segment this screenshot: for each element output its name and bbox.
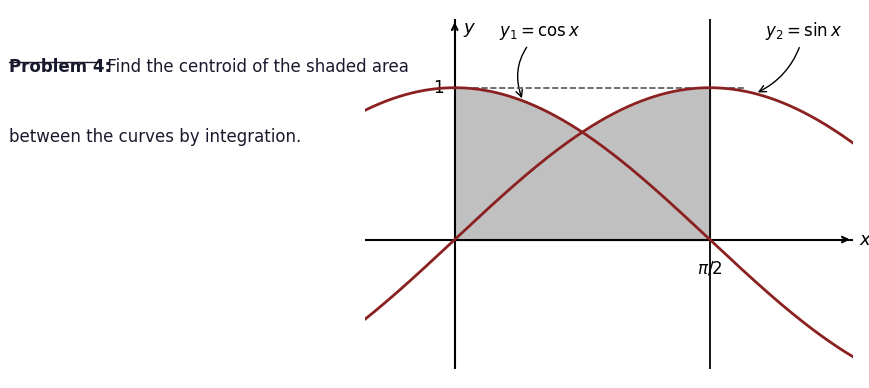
Text: $y_1 = \cos x$: $y_1 = \cos x$: [498, 24, 579, 97]
Text: between the curves by integration.: between the curves by integration.: [9, 128, 301, 146]
Text: 1: 1: [432, 79, 443, 97]
Text: $y_2 = \sin x$: $y_2 = \sin x$: [759, 20, 841, 92]
Text: Problem 4:: Problem 4:: [9, 58, 110, 76]
Text: $y$: $y$: [462, 21, 475, 39]
Polygon shape: [454, 88, 709, 239]
Text: $x$: $x$: [858, 230, 869, 249]
Text: $\pi/2$: $\pi/2$: [696, 259, 722, 277]
Text: Find the centroid of the shaded area: Find the centroid of the shaded area: [102, 58, 408, 76]
